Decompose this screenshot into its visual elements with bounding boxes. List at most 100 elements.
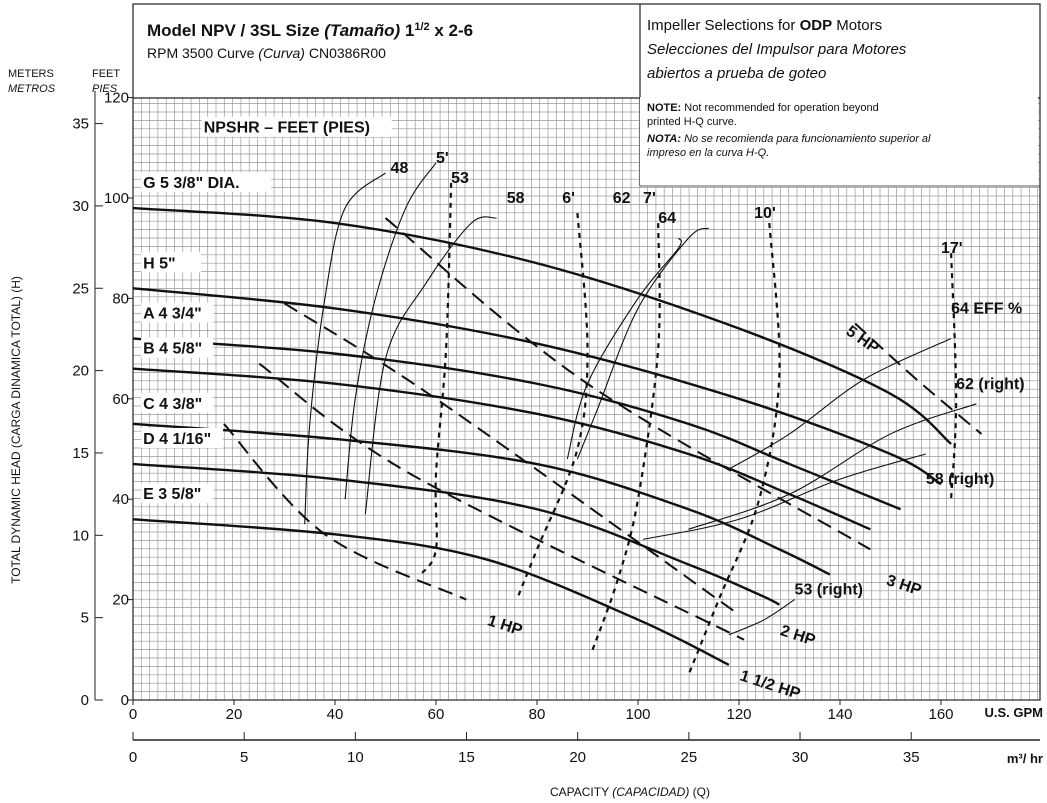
hp-line: [283, 302, 740, 616]
hp-line: [223, 423, 467, 601]
x-m3hr-tick-label: 10: [347, 749, 364, 766]
label-bg: [141, 302, 214, 323]
npsh-line: [419, 182, 453, 576]
nota-line1: NOTA: No se recomienda para funcionamien…: [647, 133, 931, 145]
chart-frame: [132, 3, 1041, 701]
label-bg: [201, 116, 392, 137]
npsh-label: 10': [754, 205, 776, 222]
curve-labels: G 5 3/8" DIA. H 5" A 4 3/4" B 4 5/8" C 4 3/8…: [141, 116, 1025, 703]
meters-label-es: METROS: [8, 83, 56, 95]
label-bg: [141, 337, 214, 358]
efficiency-label: 62: [613, 190, 631, 207]
efficiency-label: 53: [451, 170, 469, 187]
efficiency-curve: [364, 216, 497, 515]
y-feet-tick-label: 120: [104, 90, 129, 107]
hp-line: [258, 362, 745, 641]
label-bg: [141, 171, 272, 192]
x-gpm-tick-label: 0: [129, 706, 137, 723]
efficiency-label: 53 (right): [795, 582, 863, 599]
efficiency-label: 64: [658, 210, 676, 227]
y-feet-tick-label: 0: [121, 692, 129, 709]
npsh-label: 5': [436, 150, 449, 167]
x-gpm-tick-label: 60: [428, 706, 445, 723]
hp-label: 5 HP: [843, 323, 882, 358]
npsh-label: 6': [562, 190, 575, 207]
m3hr-unit: m³/ hr: [1007, 751, 1043, 766]
x-m3hr-tick-label: 15: [458, 749, 475, 766]
rpm-curve-line: RPM 3500 Curve (Curva) CN0386R00: [147, 45, 386, 61]
efficiency-curve: [642, 453, 927, 540]
y-axis-title: TOTAL DYNAMIC HEAD (CARGA DINAMICA TOTAL…: [9, 276, 23, 584]
npsh-line: [591, 223, 661, 651]
efficiency-label: 62 (right): [956, 376, 1024, 393]
efficiency-curve: [344, 162, 437, 500]
efficiency-curve: [728, 599, 795, 636]
header-box: Model NPV / 3SL Size (Tamaño) 11/2 x 2-6…: [147, 17, 907, 82]
impeller-curve: [132, 287, 942, 486]
y-feet-tick-label: 100: [104, 190, 129, 207]
efficiency-curve: [688, 403, 977, 530]
x-gpm-tick-label: 80: [529, 706, 546, 723]
y-feet-tick-label: 20: [112, 592, 129, 609]
outer-frame: [132, 3, 1041, 701]
label-bg: [141, 427, 224, 448]
x-m3hr-tick-label: 0: [129, 749, 137, 766]
hp-label: 3 HP: [884, 572, 923, 599]
note-box: NOTE: Not recommended for operation beyo…: [640, 97, 1038, 185]
gpm-unit: U.S. GPM: [984, 705, 1043, 720]
impeller-selections-es1: Selecciones del Impulsor para Motores: [647, 41, 907, 58]
efficiency-label: 58 (right): [926, 471, 994, 488]
impeller-label: D 4 1/16": [143, 431, 211, 448]
y-meters-tick-label: 20: [72, 363, 89, 380]
impeller-curve: [132, 518, 730, 666]
impeller-selections-es2: abiertos a prueba de goteo: [647, 65, 826, 82]
x-m3hr-tick-label: 30: [792, 749, 809, 766]
impeller-label: G 5 3/8" DIA.: [143, 175, 240, 192]
impeller-selections: Impeller Selections for ODP Motors: [647, 17, 882, 34]
x-gpm-tick-label: 160: [928, 706, 953, 723]
impeller-curve: [132, 422, 831, 576]
hp-label: 2 HP: [778, 622, 817, 649]
feet-label-es: PIES: [92, 83, 118, 95]
curves: [132, 162, 983, 676]
efficiency-curve: [304, 172, 386, 525]
y-meters-tick-label: 25: [72, 280, 89, 297]
efficiency-curve: [728, 338, 952, 470]
y-meters-tick-label: 15: [72, 445, 89, 462]
efficiency-label: 64 EFF %: [951, 300, 1022, 317]
x-m3hr-tick-label: 5: [240, 749, 248, 766]
npsh-line: [950, 253, 958, 500]
y-meters-tick-label: 5: [81, 610, 89, 627]
hp-line: [854, 322, 983, 435]
x-gpm-tick-label: 100: [625, 706, 650, 723]
efficiency-curve: [576, 227, 709, 460]
hp-line: [384, 217, 871, 551]
model-title: Model NPV / 3SL Size (Tamaño) 11/2 x 2-6: [147, 21, 473, 40]
efficiency-label: 48: [391, 160, 409, 177]
meters-label: METERS: [8, 68, 54, 80]
y-feet-tick-label: 80: [112, 290, 129, 307]
x-axis-title: CAPACITY (CAPACIDAD) (Q): [550, 785, 710, 799]
y-meters-tick-label: 0: [81, 692, 89, 709]
impeller-curve: [132, 206, 952, 445]
impeller-curve: [132, 462, 780, 606]
impeller-label: C 4 3/8": [143, 396, 202, 413]
x-gpm-tick-label: 40: [327, 706, 344, 723]
x-m3hr-tick-label: 35: [903, 749, 920, 766]
impeller-label: H 5": [143, 255, 175, 272]
npsh-label: 17': [941, 240, 963, 257]
x-gpm-tick-label: 120: [726, 706, 751, 723]
efficiency-label: 58: [507, 190, 525, 207]
note-line1: NOTE: Not recommended for operation beyo…: [647, 102, 879, 114]
y-meters-tick-label: 30: [72, 198, 89, 215]
y-feet-tick-label: 40: [112, 491, 129, 508]
y-meters-tick-label: 10: [72, 527, 89, 544]
x-m3hr-tick-label: 25: [681, 749, 698, 766]
npsh-label: 7': [643, 190, 656, 207]
npsh-line: [515, 212, 589, 601]
npsh-title: NPSHR – FEET (PIES): [204, 120, 370, 137]
x-gpm-tick-label: 20: [226, 706, 243, 723]
nota-line2: impreso en la curva H-Q.: [647, 147, 769, 159]
